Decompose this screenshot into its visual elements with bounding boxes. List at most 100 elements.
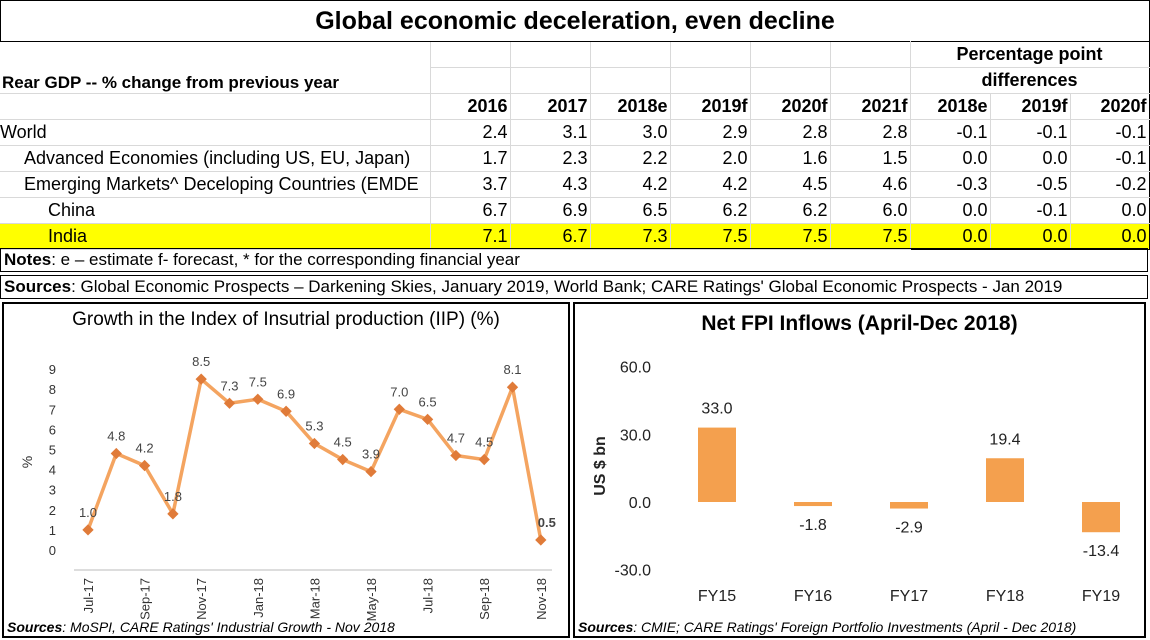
iip-point <box>365 465 377 478</box>
iip-data-label: 1.0 <box>79 505 97 520</box>
iip-data-label: 7.5 <box>249 374 267 389</box>
gdp-value-cell: 7.5 <box>830 223 911 250</box>
pp-value-cell: 0.0 <box>1070 197 1150 224</box>
pp-value-cell: -0.3 <box>909 171 991 198</box>
gdp-value-cell: 6.2 <box>670 197 751 224</box>
y-tick-label: 2 <box>49 503 56 518</box>
gdp-value-cell: 6.5 <box>590 197 671 224</box>
table-row: World 2.4 3.1 3.0 2.9 2.8 2.8 -0.1 -0.1 -0.1 <box>0 119 1150 146</box>
iip-point <box>138 459 151 472</box>
iip-data-label: 4.5 <box>334 435 352 450</box>
y-tick-label: 60.0 <box>620 360 651 377</box>
iip-point <box>110 447 122 460</box>
x-tick-label: Mar-18 <box>307 578 322 619</box>
gdp-value-cell: 6.9 <box>510 197 591 224</box>
table-row: Emerging Markets^ Deceloping Countries (… <box>0 171 1150 198</box>
gdp-value-cell: 3.7 <box>430 171 511 198</box>
fpi-source: Sources: CMIE; CARE Ratings' Foreign Por… <box>578 619 1077 635</box>
gdp-value-cell: 7.1 <box>430 223 511 250</box>
iip-data-label: 5.3 <box>305 418 323 433</box>
y-axis-label: US $ bn <box>592 436 609 496</box>
gdp-table: Rear GDP -- % change from previous year … <box>0 41 1150 250</box>
year-header: 2020f <box>750 93 831 120</box>
gdp-value-cell: 4.5 <box>750 171 831 198</box>
x-tick-label: FY16 <box>794 588 832 605</box>
sources-line: Sources: Global Economic Prospects – Dar… <box>0 275 1148 299</box>
sources-text: : Global Economic Prospects – Darkening … <box>71 277 1063 296</box>
x-tick-label: FY17 <box>890 588 928 605</box>
notes-text: : e – estimate f- forecast, * for the co… <box>51 250 520 269</box>
notes-label: Notes <box>4 250 52 269</box>
iip-line-chart: 0 1 2 3 4 5 6 7 8 9% 1.0 4.8 4.2 1.8 8.5 7.3 7.5 6.9 5.3 4.… <box>19 354 556 621</box>
gdp-value-cell: 4.2 <box>590 171 671 198</box>
pp-value-cell: 0.0 <box>990 223 1071 250</box>
x-tick-label: Jul-17 <box>81 578 96 613</box>
gdp-value-cell: 6.0 <box>830 197 911 224</box>
x-tick-label: May-18 <box>364 578 379 621</box>
pp-value-cell: -0.2 <box>1070 171 1150 198</box>
year-header: 2019f <box>670 93 751 120</box>
y-tick-label: 6 <box>49 422 56 437</box>
x-tick-label: FY18 <box>986 588 1024 605</box>
y-tick-label: 8 <box>49 382 56 397</box>
iip-data-label: 0.5 <box>538 515 556 530</box>
y-tick-label: 1 <box>49 523 56 538</box>
year-header: 2021f <box>830 93 911 120</box>
pp-value-cell: -0.5 <box>990 171 1071 198</box>
iip-data-label: 4.7 <box>447 431 465 446</box>
x-tick-label: Nov-17 <box>194 578 209 620</box>
fpi-bar <box>698 427 736 502</box>
row-label: World <box>0 119 431 146</box>
y-axis-label: % <box>19 456 35 468</box>
table-row: China 6.7 6.9 6.5 6.2 6.2 6.0 0.0 -0.1 0.0 <box>0 197 1150 224</box>
y-tick-label: 30.0 <box>620 427 651 444</box>
iip-source: Sources: MoSPI, CARE Ratings' Industrial… <box>7 619 395 635</box>
gdp-value-cell: 7.5 <box>750 223 831 250</box>
pp-year-header: 2018e <box>909 93 991 120</box>
gdp-value-cell: 1.5 <box>830 145 911 172</box>
pp-value-cell: 0.0 <box>1070 223 1150 250</box>
fpi-bar <box>794 502 832 507</box>
year-header: 2018e <box>590 93 671 120</box>
iip-data-label: 8.5 <box>192 354 210 369</box>
x-tick-label: Jan-18 <box>251 578 266 618</box>
row-label: India <box>0 223 431 250</box>
gdp-value-cell: 2.9 <box>670 119 751 146</box>
fpi-bar <box>890 502 928 509</box>
iip-data-label: 1.8 <box>164 489 182 504</box>
iip-point <box>478 453 490 466</box>
fpi-chart-panel: Net FPI Inflows (April-Dec 2018) -30.0 0.… <box>573 302 1146 638</box>
gdp-value-cell: 6.2 <box>750 197 831 224</box>
sources-label: Sources <box>4 277 72 296</box>
iip-point <box>252 393 264 405</box>
gdp-value-cell: 2.8 <box>830 119 911 146</box>
x-tick-label: Jul-18 <box>421 578 436 613</box>
gdp-value-cell: 2.8 <box>750 119 831 146</box>
x-tick-label: Nov-18 <box>534 578 549 620</box>
y-tick-label: 4 <box>49 463 56 478</box>
pp-value-cell: 0.0 <box>909 197 991 224</box>
iip-point <box>535 534 547 546</box>
iip-data-label: 6.9 <box>277 386 295 401</box>
y-tick-label: -30.0 <box>615 563 652 580</box>
y-tick-label: 0 <box>49 543 56 558</box>
table-row: India 7.1 6.7 7.3 7.5 7.5 7.5 0.0 0.0 0.0 <box>0 223 1150 250</box>
gdp-value-cell: 7.5 <box>670 223 751 250</box>
iip-series-line <box>86 377 543 541</box>
table-row: Advanced Economies (including US, EU, Ja… <box>0 145 1150 172</box>
iip-data-label: 3.9 <box>362 447 380 462</box>
notes-line: Notes: e – estimate f- forecast, * for t… <box>0 248 1148 272</box>
x-tick-label: FY19 <box>1082 588 1120 605</box>
gdp-value-cell: 1.7 <box>430 145 511 172</box>
fpi-data-label: -1.8 <box>799 517 827 534</box>
gdp-value-cell: 6.7 <box>510 223 591 250</box>
iip-point <box>167 508 179 520</box>
gdp-value-cell: 4.6 <box>830 171 911 198</box>
fpi-bar <box>1082 502 1120 533</box>
fpi-data-label: 19.4 <box>989 431 1020 448</box>
fpi-data-label: 33.0 <box>701 401 732 418</box>
iip-data-label: 4.2 <box>136 441 154 456</box>
gdp-value-cell: 2.3 <box>510 145 591 172</box>
gdp-value-cell: 3.1 <box>510 119 591 146</box>
iip-point <box>337 453 349 466</box>
